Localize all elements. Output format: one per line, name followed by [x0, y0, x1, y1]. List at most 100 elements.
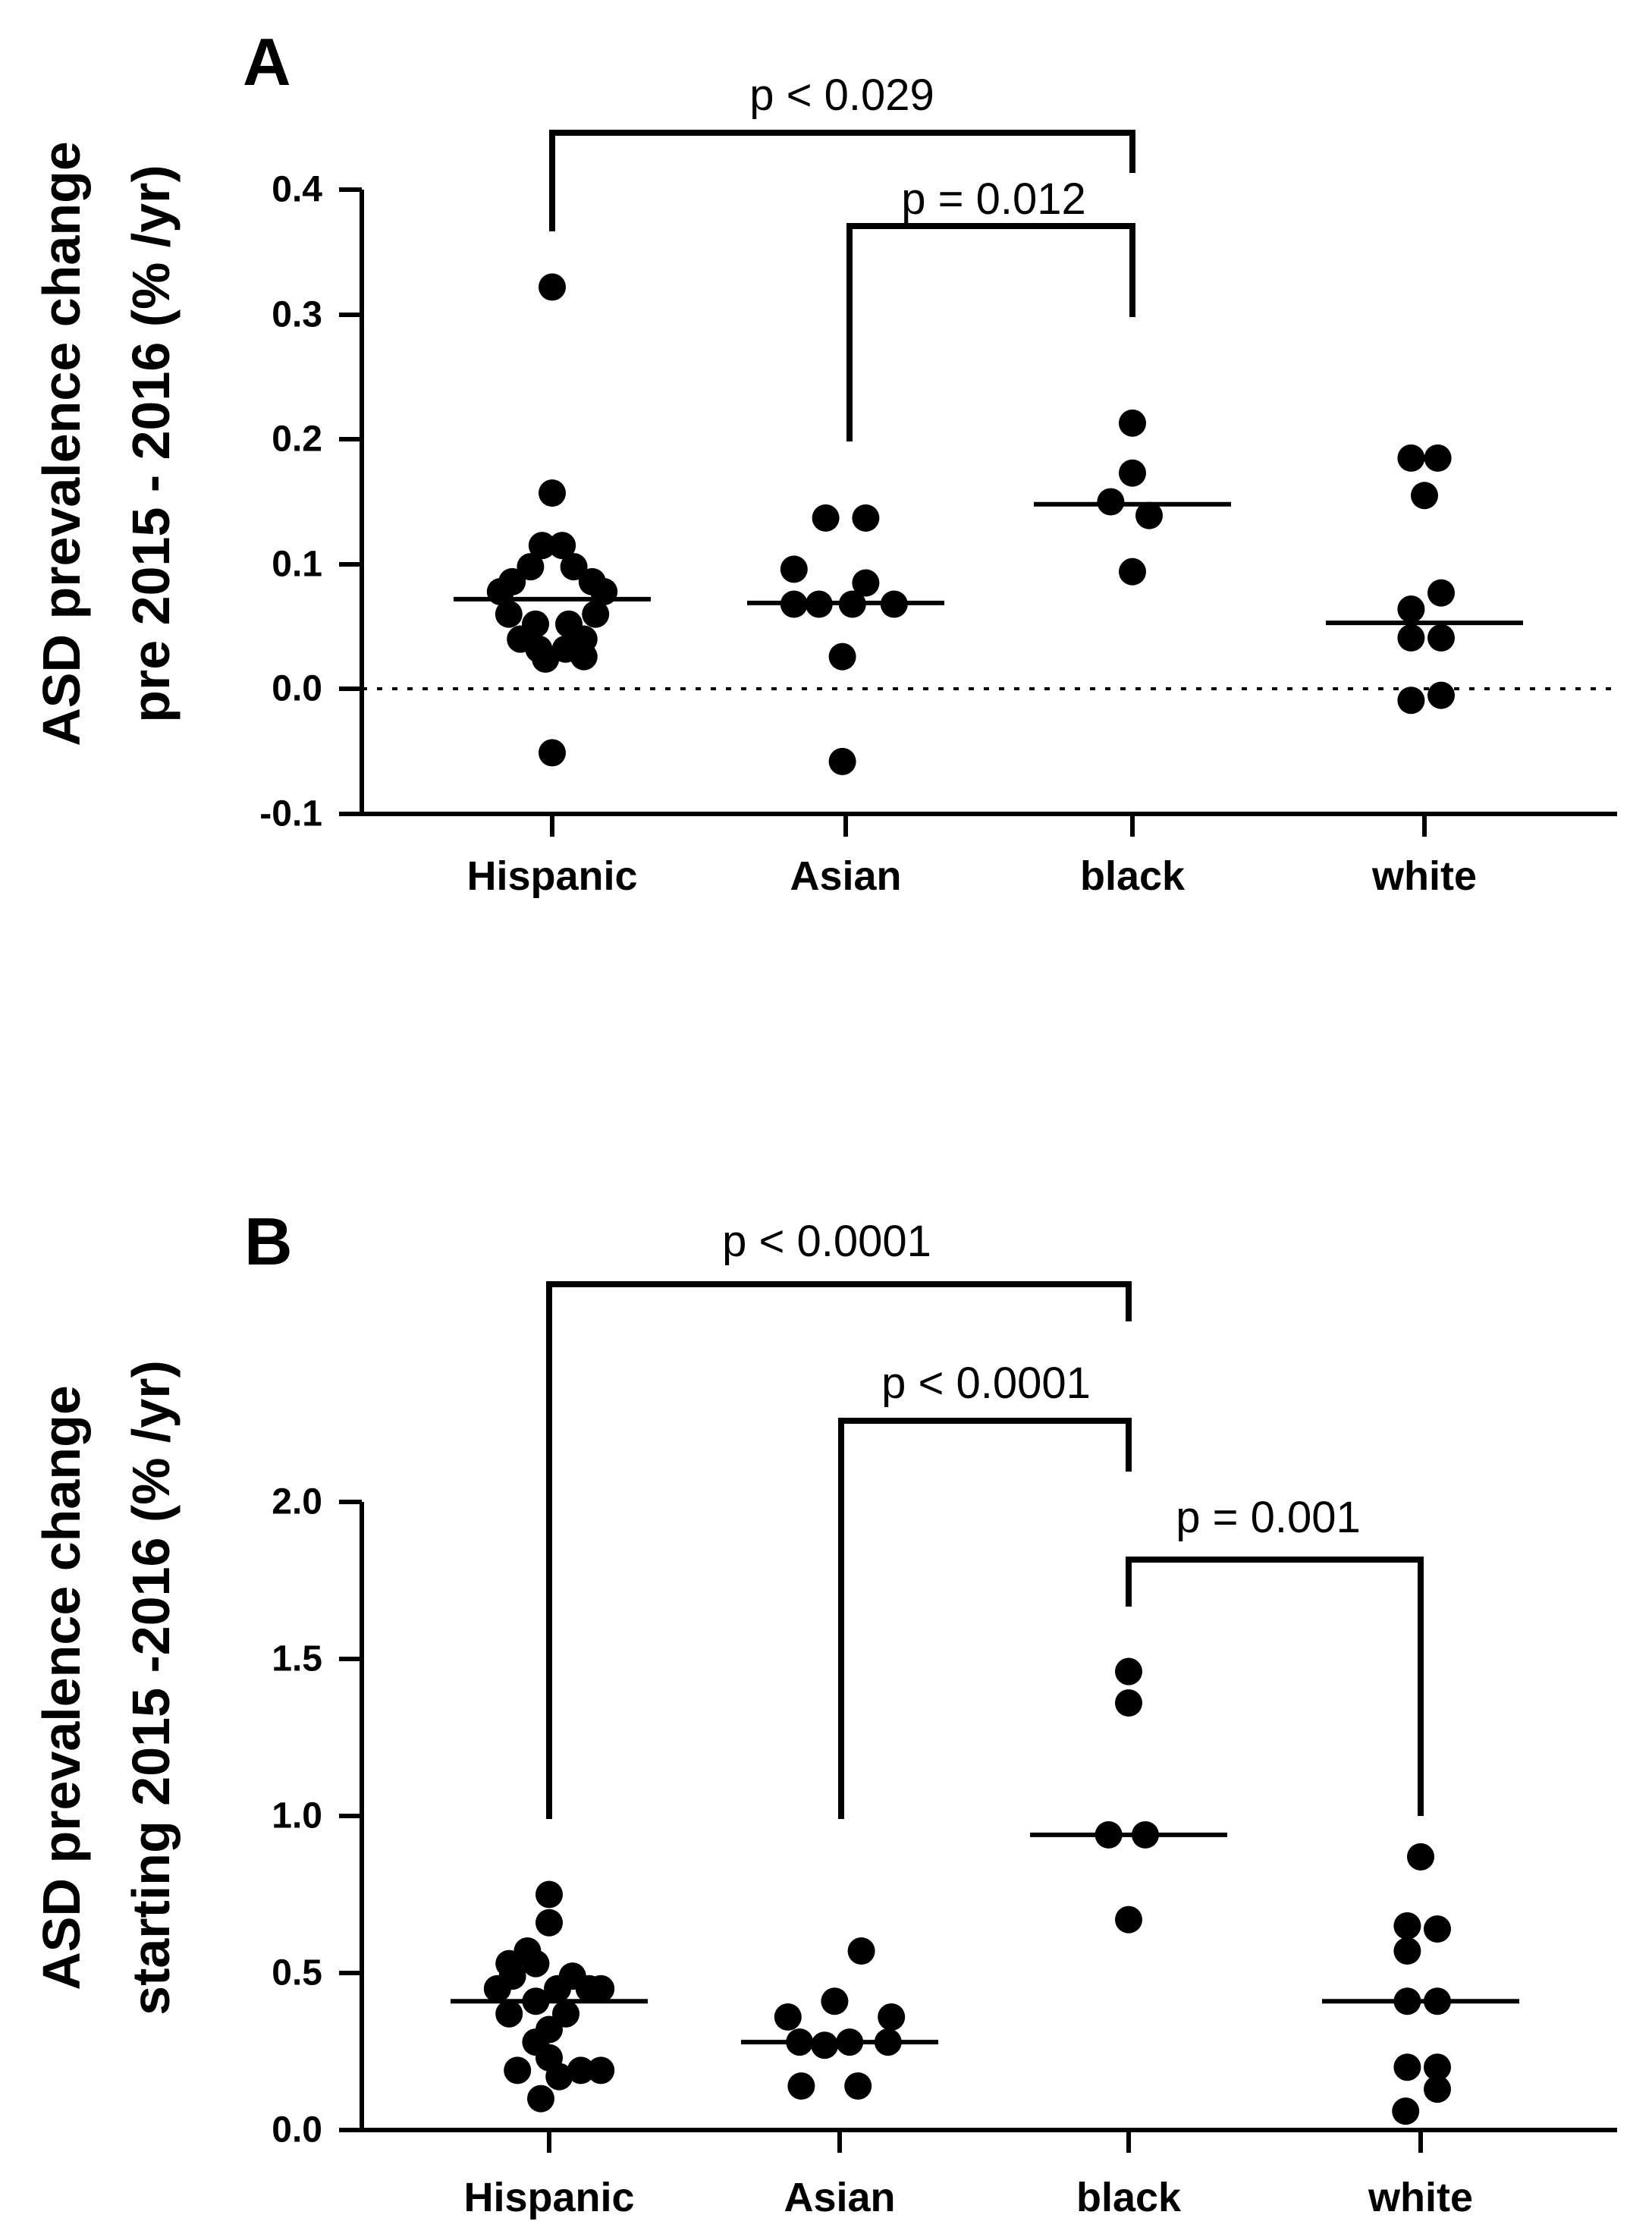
panel-b-ytick-label: 0.0 [272, 2110, 322, 2150]
panel-a-data-point-hispanic [495, 600, 523, 628]
panel-a-ytick-label: -0.1 [259, 794, 322, 834]
panel-a-data-point-asian [852, 504, 880, 532]
panel-b-data-point-hispanic [535, 1880, 563, 1909]
panel-b-bracket-asian-black [838, 1418, 1132, 1819]
panel-a-letter: A [243, 24, 291, 99]
panel-b-data-point-asian [836, 2028, 864, 2056]
panel-b-bracket-label: p = 0.001 [1176, 1493, 1361, 1542]
panel-a-ytick-label: 0.3 [272, 295, 322, 335]
panel-b-data-point-hispanic [587, 2056, 615, 2084]
panel-a-bracket-label: p = 0.012 [901, 174, 1086, 224]
panel-b-bracket-label: p < 0.0001 [722, 1217, 931, 1266]
panel-b-ylabel-line1: ASD prevalence change [32, 1385, 91, 1990]
panel-b-data-point-black [1115, 1905, 1142, 1934]
panel-a-significance: p < 0.029 p = 0.012 [549, 71, 1135, 441]
panel-a-data-point-asian [780, 555, 808, 583]
panel-b-data-point-asian [774, 2003, 802, 2031]
panel-b-data-point-hispanic [522, 1949, 550, 1978]
panel-a-data-point-hispanic [539, 739, 566, 767]
panel-b-data-point-white [1393, 1912, 1421, 1940]
panel-b-yticks [339, 1500, 362, 2132]
panel-a-ylabel-line1: ASD prevalence change [32, 141, 91, 746]
panel-a-data-point-hispanic [539, 273, 566, 301]
panel-a-data-point-black [1135, 501, 1163, 529]
panel-b-category-label: Hispanic [463, 2175, 634, 2220]
panel-a-bracket-label: p < 0.029 [749, 71, 934, 120]
panel-a-data-point-black [1119, 459, 1146, 487]
panel-b-ytick-label: 1.0 [272, 1796, 322, 1836]
panel-b-category-label: Asian [784, 2175, 895, 2220]
panel-b-xticks [547, 2130, 1423, 2153]
panel-a-data-point-asian [805, 590, 833, 618]
panel-a-data-point-black [1119, 558, 1146, 586]
panel-a-data-point-black [1097, 488, 1125, 516]
panel-b-data-point-white [1424, 2075, 1451, 2103]
panel-b-data-point-white [1424, 2053, 1451, 2081]
panel-a-data-point-hispanic [528, 532, 556, 560]
panel-b-data-point-white [1393, 2053, 1421, 2081]
panel-b-ytick-label: 0.5 [272, 1953, 322, 1993]
panel-b-data-point-white [1393, 1987, 1421, 2015]
panel-b-bracket-black-white [1126, 1557, 1424, 1816]
panel-b-ytick-label: 2.0 [272, 1482, 322, 1522]
panel-b-data-point-hispanic [544, 1975, 571, 2003]
panel-b-category-labels: Hispanic Asian black white [463, 2175, 1473, 2220]
panel-b-letter: B [244, 1204, 293, 1279]
panel-b-data-point-hispanic [575, 1975, 603, 2003]
panel-b-data-point-white [1393, 1937, 1421, 1965]
panel-b-category-label: black [1076, 2175, 1182, 2220]
panel-b-data-point-asian [787, 2072, 815, 2100]
panel-b-data-point-asian [786, 2028, 814, 2056]
panel-b-category-label: white [1368, 2175, 1473, 2220]
panel-a-data-point-hispanic [570, 642, 598, 671]
panel-a-data-point-hispanic [548, 532, 576, 560]
panel-a-ytick-label: 0.2 [272, 419, 322, 460]
panel-a-ytick-label: 0.1 [272, 545, 322, 585]
panel-a-data-point-white [1424, 444, 1452, 472]
panel-a-data-point-hispanic [560, 553, 588, 581]
panel-b-ytick-labels: 2.0 1.5 1.0 0.5 0.0 [272, 1482, 322, 2150]
panel-b-data-point-black [1115, 1689, 1142, 1717]
panel-a-data-point-white [1427, 624, 1455, 652]
panel-b-bracket-hispanic-black [546, 1281, 1132, 1819]
panel-b-bracket-label: p < 0.0001 [881, 1359, 1091, 1408]
panel-a-yticks [339, 187, 362, 816]
panel-b-significance: p < 0.0001 p < 0.0001 p = 0.001 [546, 1217, 1424, 1819]
panel-a-ytick-labels: 0.4 0.3 0.2 0.1 0.0 -0.1 [259, 170, 322, 834]
panel-a-data-point-asian [828, 747, 856, 775]
panel-a-data-point-asian [838, 590, 866, 618]
panel-a-category-label: Asian [790, 853, 901, 899]
panel-a-data-point-white [1427, 579, 1455, 607]
panel-a-bracket-hispanic-black [549, 130, 1135, 231]
panel-a-data-point-asian [852, 569, 880, 597]
panel-a-xticks [550, 814, 1427, 837]
panel-b-data-point-asian [821, 1987, 849, 2015]
panel-a-category-label: Hispanic [466, 853, 637, 899]
panel-b-data-point-asian [844, 2072, 872, 2100]
panel-b-data-point-hispanic [522, 1987, 550, 2015]
panel-b: B ASD prevalence change starting 2015 -2… [32, 1204, 1617, 2220]
panel-b-data-point-hispanic [535, 1909, 563, 1937]
panel-a-data-point-asian [780, 590, 808, 618]
panel-a-data-point-white [1397, 686, 1425, 715]
panel-a-data-point-hispanic [517, 553, 545, 581]
panel-a-data-point-white [1397, 595, 1425, 624]
panel-b-data-point-hispanic [527, 2084, 554, 2113]
panel-a-category-labels: Hispanic Asian black white [466, 853, 1477, 899]
panel-a-ytick-label: 0.0 [272, 669, 322, 709]
panel-b-data-point-asian [878, 2003, 906, 2031]
panel-a-data-point-asian [812, 504, 840, 532]
panel-a-data-point-hispanic [532, 645, 560, 673]
panel-b-points [451, 1657, 1519, 2125]
panel-b-data-point-asian [811, 2031, 839, 2059]
panel-a-data-point-hispanic [539, 479, 566, 507]
panel-b-data-point-asian [874, 2028, 902, 2056]
panel-a-ytick-label: 0.4 [272, 170, 322, 210]
panel-b-data-point-black [1115, 1657, 1142, 1685]
panel-a-category-label: black [1080, 853, 1186, 899]
panel-a-data-point-asian [828, 642, 856, 671]
panel-a-data-point-asian [880, 590, 908, 618]
panel-a-category-label: white [1371, 853, 1477, 899]
panel-a-data-point-black [1119, 409, 1146, 437]
